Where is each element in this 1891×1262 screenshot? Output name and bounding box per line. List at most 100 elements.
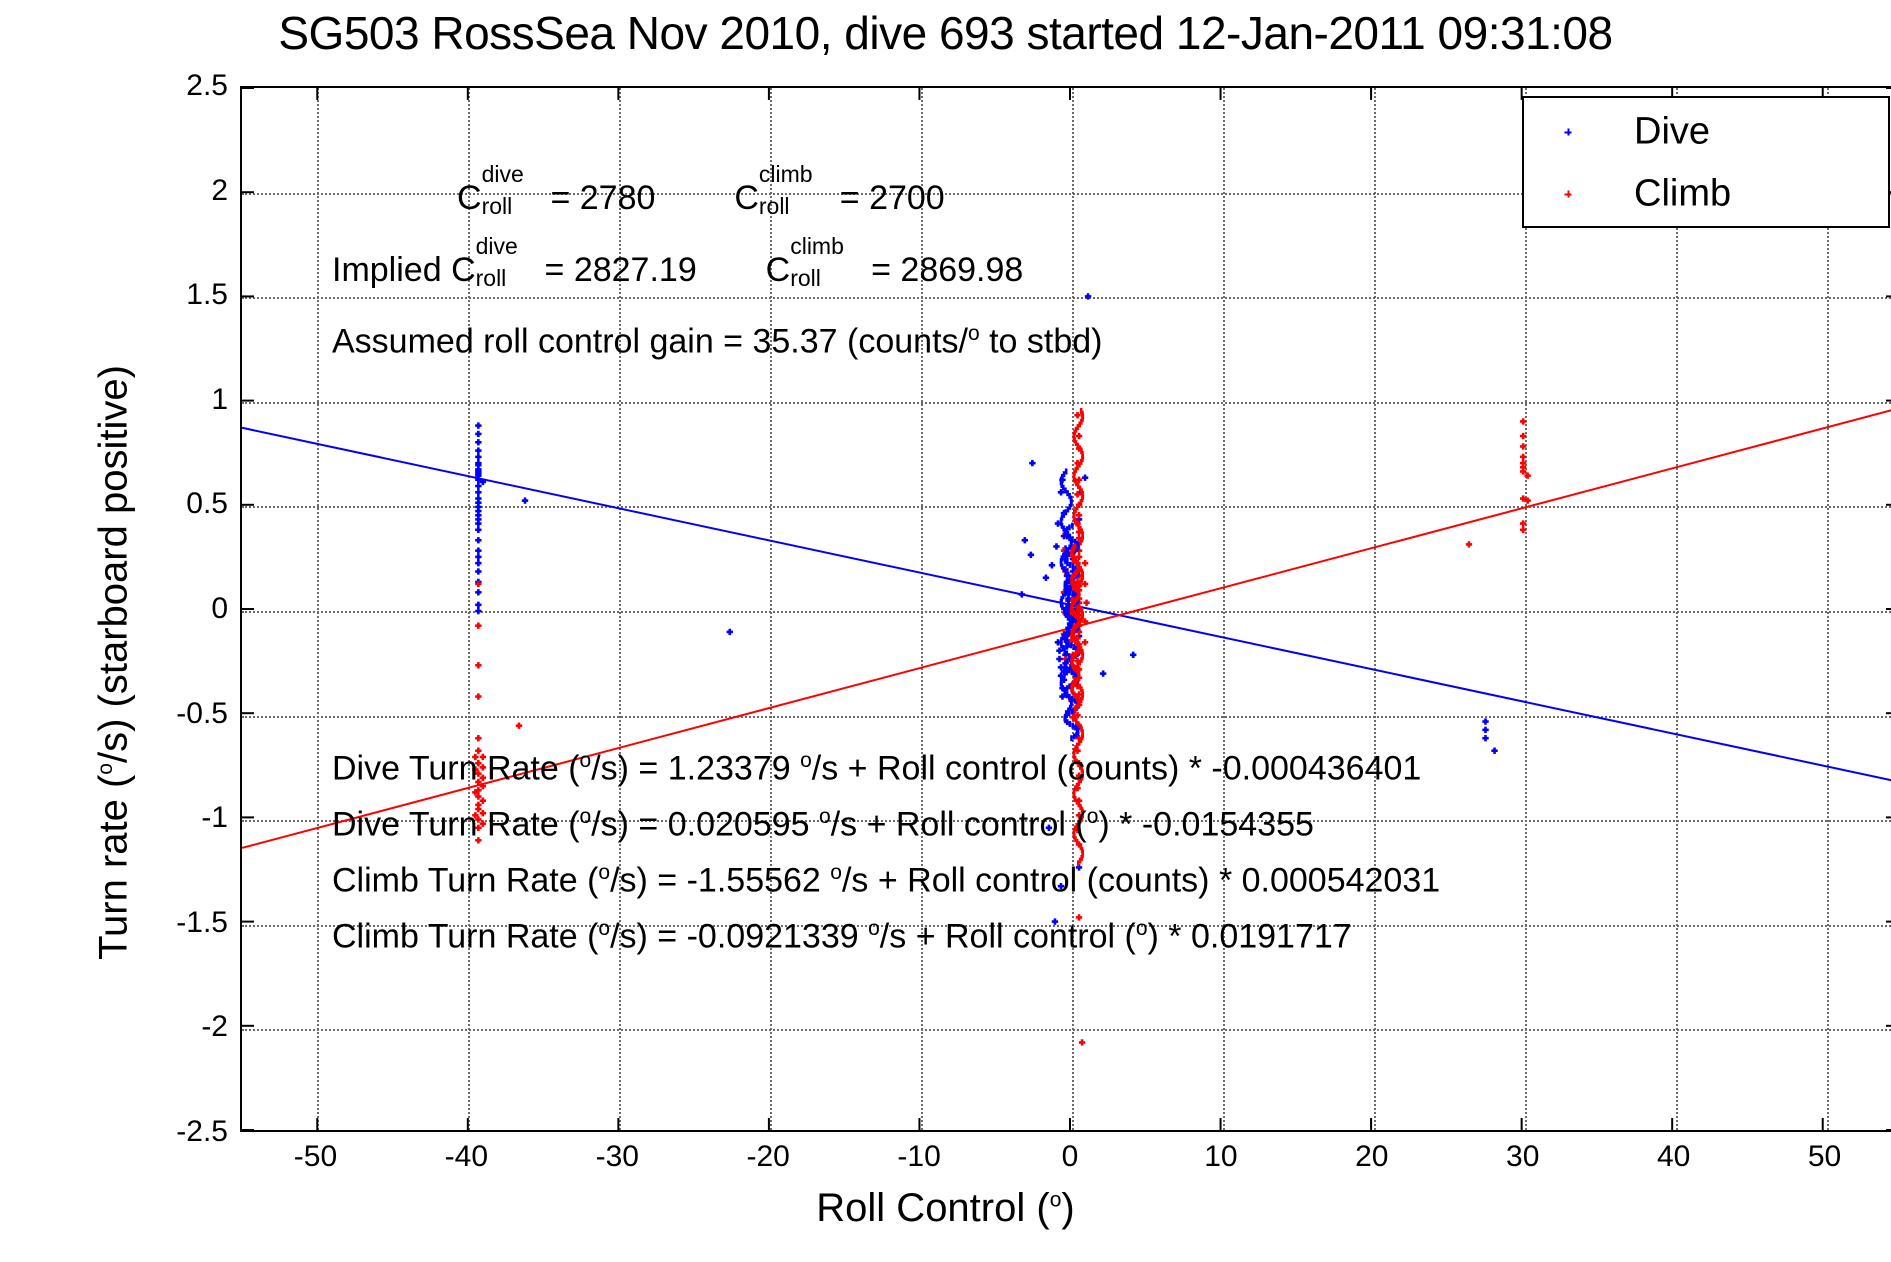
legend-item-dive[interactable]: Dive [1524,104,1888,160]
grid-line-horizontal [242,297,1891,300]
data-point [1075,520,1078,527]
croll-dive-subscript: roll [481,193,513,219]
grid-line-vertical [1373,88,1376,1130]
data-point [1065,579,1068,586]
data-point [475,736,482,740]
data-point [475,538,482,542]
data-point [1067,693,1071,700]
data-point [1081,561,1089,565]
data-point [1062,547,1069,550]
data-point [1071,627,1075,634]
data-point [1064,509,1068,516]
data-point [1064,468,1068,475]
data-point [1080,568,1084,575]
degree-symbol-icon: o [800,749,812,772]
data-point [1060,555,1064,562]
data-point [1064,606,1068,613]
data-point [1073,691,1076,698]
data-point [1060,678,1068,682]
data-point [475,424,482,427]
data-point [1075,540,1079,547]
data-point [1074,599,1078,606]
data-point [1018,593,1026,596]
data-point [475,609,482,613]
data-point [475,505,482,509]
data-point [1077,739,1081,746]
implied-climb-superscript: climb [790,233,844,259]
data-point [1076,559,1079,566]
data-point [1070,642,1073,649]
data-point [1062,471,1066,478]
data-point [1068,720,1072,727]
data-point [1081,641,1089,644]
data-point [1076,742,1079,749]
data-point [1062,606,1066,613]
data-point [1080,766,1084,773]
data-point [1075,916,1083,919]
y-tick-label: 2.5 [186,69,228,102]
data-point [1069,615,1072,622]
data-point [1077,779,1081,786]
data-point [1074,619,1078,626]
grid-line-vertical [1524,88,1527,1130]
equation-climb-counts: Climb Turn Rate (o/s) = -1.55562 o/s + R… [332,861,1441,900]
data-point [1051,920,1059,923]
data-point [1065,628,1069,635]
data-point [1067,640,1070,647]
data-point [1482,728,1489,732]
data-point [1068,683,1071,690]
data-point [1071,722,1074,729]
legend[interactable]: Dive Climb [1522,96,1890,228]
data-point [1081,620,1089,623]
data-point [1066,547,1069,554]
data-point [1074,665,1077,672]
x-tick-label: -30 [595,1140,639,1173]
data-point [1079,525,1082,532]
data-point [1065,593,1072,596]
legend-item-climb[interactable]: Climb [1524,166,1888,222]
data-point [1069,570,1077,573]
data-point [475,432,482,436]
data-point [1066,604,1070,611]
data-point [1099,672,1107,675]
data-point [1060,473,1064,480]
data-point [1066,571,1070,578]
data-point [1078,857,1082,864]
data-point [1074,651,1078,658]
y-tick-label: -2 [201,1010,228,1044]
data-point [1068,585,1071,592]
data-point [1073,598,1077,605]
data-point [1062,552,1065,559]
data-point [1069,561,1077,565]
data-point [1079,606,1083,613]
data-point [1065,691,1069,698]
data-point [1070,669,1074,676]
data-point [1078,421,1082,428]
data-point [1519,434,1527,438]
data-point [1071,600,1075,607]
y-tick-label: 1.5 [186,278,228,312]
data-point [1079,539,1082,546]
croll-dive-superscript: dive [481,161,524,187]
data-point [1073,625,1076,632]
data-point [1067,578,1070,585]
data-point [1042,576,1050,580]
data-point [1072,545,1075,552]
data-point [1063,672,1066,679]
data-point [475,624,482,627]
data-point [1067,666,1071,673]
data-point [479,784,487,788]
data-point [1080,448,1083,455]
data-point [1066,530,1070,537]
data-point [1071,654,1075,661]
data-point [1074,678,1077,685]
data-point [1074,636,1081,640]
data-point [475,497,482,500]
data-point [1060,534,1068,538]
data-point [479,755,487,759]
data-point [1072,617,1075,624]
data-point [1519,455,1527,459]
